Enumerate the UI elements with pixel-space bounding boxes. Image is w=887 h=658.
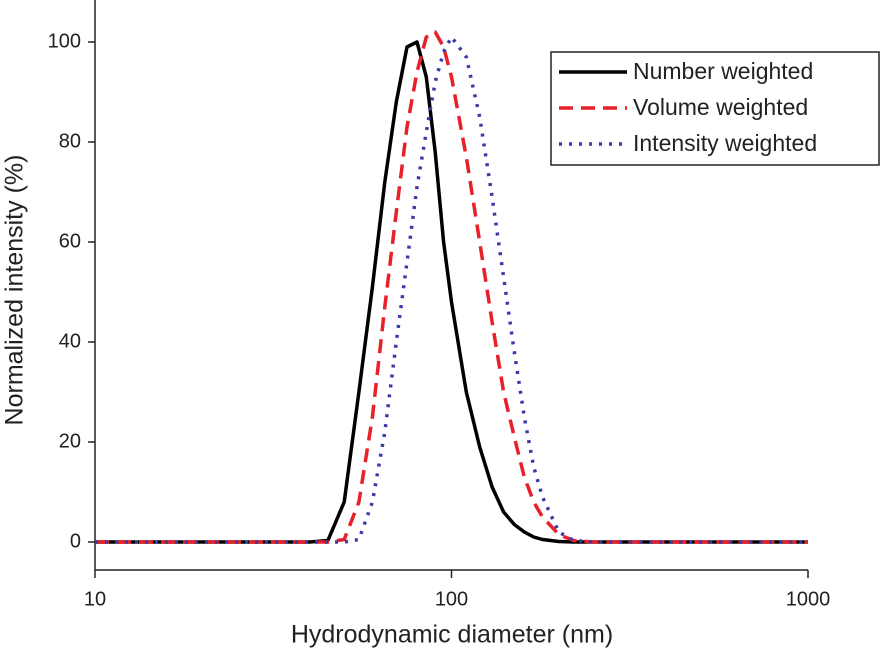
y-tick-label: 100 <box>48 30 81 52</box>
y-tick-label: 80 <box>59 130 81 152</box>
x-tick-label: 100 <box>435 588 468 610</box>
y-tick-label: 60 <box>59 230 81 252</box>
y-tick-label: 0 <box>70 530 81 552</box>
y-tick-label: 40 <box>59 330 81 352</box>
legend-label: Number weighted <box>633 58 813 84</box>
y-tick-label: 20 <box>59 430 81 452</box>
x-tick-label: 10 <box>84 588 106 610</box>
x-axis-title: Hydrodynamic diameter (nm) <box>291 621 613 649</box>
data-line <box>95 30 808 544</box>
data-line <box>95 40 808 544</box>
legend-label: Volume weighted <box>633 94 808 120</box>
data-line <box>95 35 808 544</box>
y-axis-title: Normalized intensity (%) <box>1 155 29 426</box>
legend-label: Intensity weighted <box>633 130 817 156</box>
x-tick-label: 1000 <box>786 588 831 610</box>
